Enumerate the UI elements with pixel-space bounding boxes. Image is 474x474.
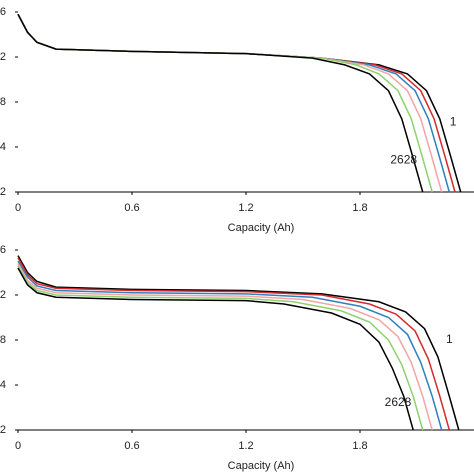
y-tick-label: 2 — [0, 424, 6, 436]
data-line — [17, 13, 451, 193]
x-axis-label: Capacity (Ah) — [228, 222, 295, 234]
data-line — [17, 13, 424, 193]
data-line — [17, 263, 433, 431]
x-tick-label: 1.2 — [238, 202, 253, 214]
data-line — [17, 257, 451, 431]
x-tick-label: 0.6 — [124, 440, 139, 452]
y-tick-label: 4 — [0, 141, 6, 153]
x-tick-label: 1.2 — [238, 440, 253, 452]
y-tick-label: 2 — [0, 186, 6, 198]
y-tick-label: 2 — [0, 289, 6, 301]
y-tick-label: 6 — [0, 244, 6, 256]
data-line — [17, 265, 424, 431]
data-line — [17, 255, 460, 431]
y-tick-label: 6 — [0, 6, 6, 18]
y-tick-label: 4 — [0, 379, 6, 391]
x-tick-label: 0 — [15, 440, 21, 452]
y-tick-label: 8 — [0, 96, 6, 108]
annotation: 1 — [450, 114, 457, 128]
x-tick-label: 1.8 — [352, 202, 367, 214]
data-line — [17, 267, 414, 431]
data-line — [17, 260, 443, 431]
y-tick-label: 8 — [0, 334, 6, 346]
x-tick-label: 0.6 — [124, 202, 139, 214]
annotation: 1 — [446, 332, 453, 346]
data-line — [17, 13, 433, 193]
annotation: 2628 — [390, 153, 417, 167]
x-tick-label: 0 — [15, 202, 21, 214]
annotation: 2628 — [385, 395, 412, 409]
data-line — [17, 13, 443, 193]
x-axis-label: Capacity (Ah) — [228, 460, 295, 472]
x-tick-label: 1.8 — [352, 440, 367, 452]
y-tick-label: 2 — [0, 51, 6, 63]
